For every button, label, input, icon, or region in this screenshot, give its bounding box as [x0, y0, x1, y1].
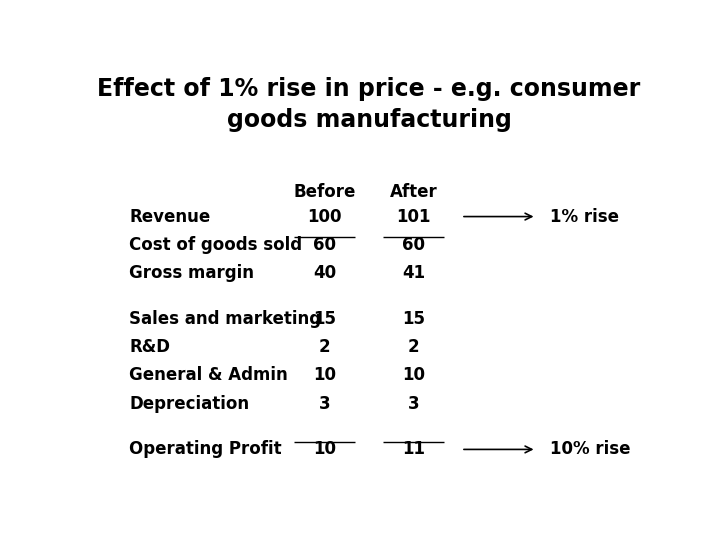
- Text: R&D: R&D: [129, 338, 170, 356]
- Text: 41: 41: [402, 264, 426, 282]
- Text: 3: 3: [408, 395, 420, 413]
- Text: 11: 11: [402, 441, 425, 458]
- Text: 10: 10: [402, 367, 425, 384]
- Text: 2: 2: [318, 338, 330, 356]
- Text: Before: Before: [293, 183, 356, 201]
- Text: 40: 40: [312, 264, 336, 282]
- Text: 3: 3: [318, 395, 330, 413]
- Text: After: After: [390, 183, 438, 201]
- Text: Cost of goods sold: Cost of goods sold: [129, 236, 302, 254]
- Text: 10: 10: [313, 441, 336, 458]
- Text: goods manufacturing: goods manufacturing: [227, 109, 511, 132]
- Text: Depreciation: Depreciation: [129, 395, 249, 413]
- Text: 101: 101: [397, 207, 431, 226]
- Text: 15: 15: [402, 310, 425, 328]
- Text: Operating Profit: Operating Profit: [129, 441, 282, 458]
- Text: 2: 2: [408, 338, 420, 356]
- Text: Gross margin: Gross margin: [129, 264, 254, 282]
- Text: Revenue: Revenue: [129, 207, 210, 226]
- Text: 15: 15: [313, 310, 336, 328]
- Text: 1% rise: 1% rise: [550, 207, 619, 226]
- Text: Effect of 1% rise in price - e.g. consumer: Effect of 1% rise in price - e.g. consum…: [97, 77, 641, 102]
- Text: Sales and marketing: Sales and marketing: [129, 310, 321, 328]
- Text: General & Admin: General & Admin: [129, 367, 288, 384]
- Text: 60: 60: [402, 236, 425, 254]
- Text: 100: 100: [307, 207, 341, 226]
- Text: 10% rise: 10% rise: [550, 441, 631, 458]
- Text: 60: 60: [313, 236, 336, 254]
- Text: 10: 10: [313, 367, 336, 384]
